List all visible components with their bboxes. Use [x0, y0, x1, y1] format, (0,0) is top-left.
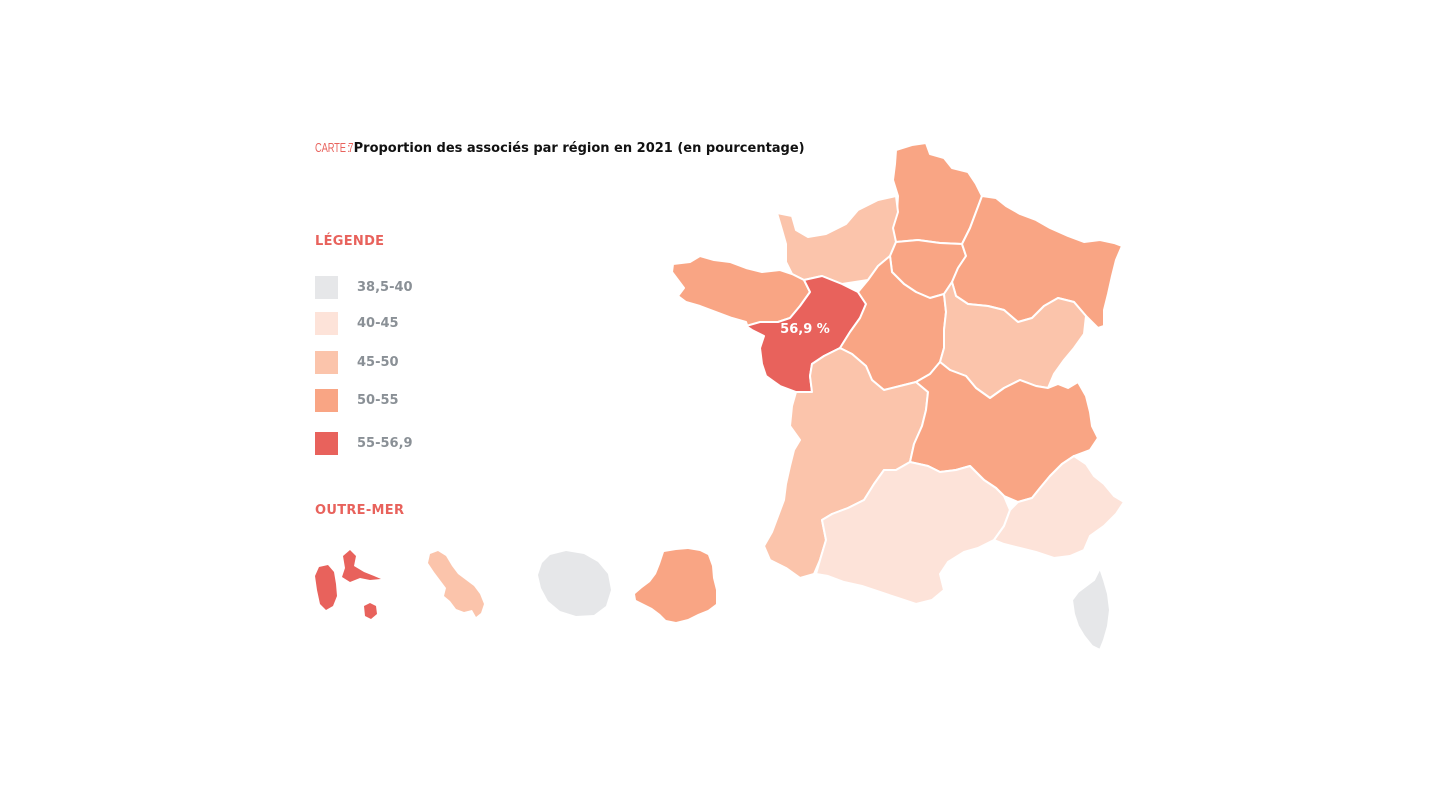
map-title: CARTE 7: Proportion des associés par régi… [315, 138, 805, 158]
metropolitan-regions [671, 142, 1125, 651]
territory-reunion [538, 551, 611, 616]
territory-guyane [635, 549, 716, 622]
map-title-separator: : [347, 140, 351, 155]
legend-swatch [315, 351, 338, 374]
region-grand-est [951, 195, 1123, 329]
legend-label: 55-56,9 [357, 436, 413, 451]
legend-label: 40-45 [357, 316, 399, 331]
legend-label: 38,5-40 [357, 280, 413, 295]
overseas-territories [315, 549, 716, 622]
region-corse [1071, 567, 1111, 651]
legend-item: 38,5-40 [315, 276, 413, 299]
region-value-label: 56,9 % [780, 322, 830, 337]
territory-guadeloupe [315, 550, 381, 619]
legend-item: 50-55 [315, 389, 399, 412]
legend-swatch [315, 389, 338, 412]
legend-label: 50-55 [357, 393, 399, 408]
overseas-heading: OUTRE-MER [315, 503, 405, 518]
territory-martinique [428, 551, 484, 617]
region-paca [993, 455, 1125, 559]
legend-swatch [315, 312, 338, 335]
legend-item: 45-50 [315, 351, 399, 374]
legend-item: 55-56,9 [315, 432, 413, 455]
legend-swatch [315, 432, 338, 455]
legend-swatch [315, 276, 338, 299]
legend-label: 45-50 [357, 355, 399, 370]
legend-heading: LÉGENDE [315, 234, 385, 249]
legend-item: 40-45 [315, 312, 399, 335]
map-title-text: Proportion des associés par région en 20… [353, 141, 805, 156]
